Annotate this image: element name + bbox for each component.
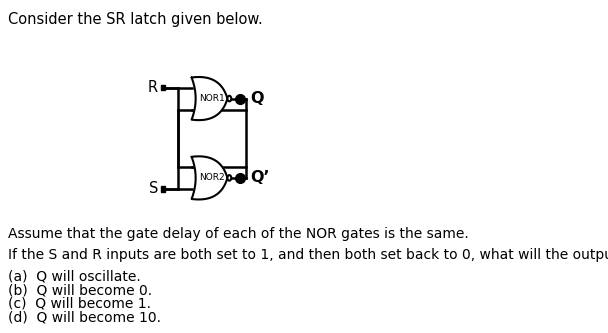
Text: (d)  Q will become 10.: (d) Q will become 10. (8, 311, 161, 325)
Text: Q: Q (250, 91, 264, 106)
Text: (c)  Q will become 1.: (c) Q will become 1. (8, 297, 151, 311)
Polygon shape (192, 156, 227, 199)
Polygon shape (192, 77, 227, 120)
Text: (a)  Q will oscillate.: (a) Q will oscillate. (8, 269, 141, 283)
Bar (161, 85, 165, 90)
Bar (161, 186, 165, 191)
Text: NOR1: NOR1 (199, 94, 226, 103)
Text: NOR2: NOR2 (199, 173, 225, 182)
Text: Assume that the gate delay of each of the NOR gates is the same.: Assume that the gate delay of each of th… (8, 227, 469, 241)
Text: Q’: Q’ (250, 170, 270, 185)
Text: Consider the SR latch given below.: Consider the SR latch given below. (8, 12, 263, 27)
Circle shape (227, 175, 231, 181)
Text: S: S (149, 181, 158, 196)
Circle shape (227, 96, 231, 101)
Text: (b)  Q will become 0.: (b) Q will become 0. (8, 283, 153, 297)
Text: If the S and R inputs are both set to 1, and then both set back to 0, what will : If the S and R inputs are both set to 1,… (8, 248, 608, 262)
Text: R: R (148, 80, 158, 95)
